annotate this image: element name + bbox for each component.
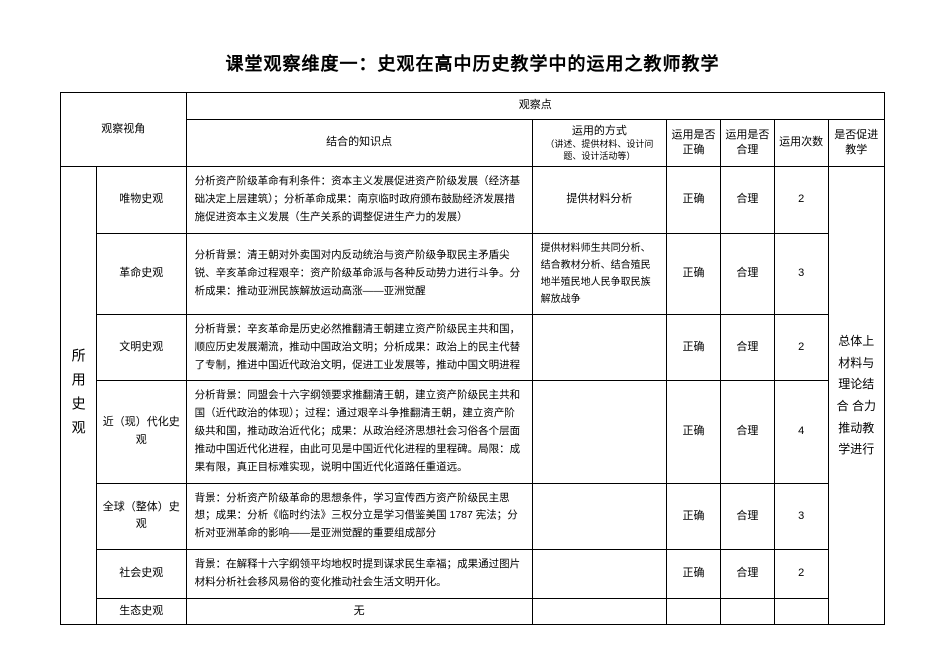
row-reasonable: 合理 bbox=[720, 233, 774, 314]
header-method: 运用的方式 （讲述、提供材料、设计问题、设计活动等） bbox=[532, 119, 667, 167]
row-count: 2 bbox=[774, 314, 828, 381]
row-method bbox=[532, 550, 667, 599]
row-label: 生态史观 bbox=[96, 598, 186, 625]
row-content: 分析背景：辛亥革命是历史必然推翻清王朝建立资产阶级民主共和国，顺应历史发展潮流，… bbox=[186, 314, 532, 381]
row-correct: 正确 bbox=[667, 233, 721, 314]
row-correct: 正确 bbox=[667, 550, 721, 599]
header-reasonable: 运用是否合理 bbox=[720, 119, 774, 167]
row-reasonable: 合理 bbox=[720, 550, 774, 599]
row-count: 2 bbox=[774, 550, 828, 599]
page-title: 课堂观察维度一：史观在高中历史教学中的运用之教师教学 bbox=[60, 50, 885, 76]
header-perspective: 观察视角 bbox=[61, 93, 187, 167]
row-reasonable bbox=[720, 598, 774, 625]
row-content: 背景：在解释十六字纲领平均地权时提到谋求民生幸福；成果通过图片材料分析社会移风易… bbox=[186, 550, 532, 599]
row-content: 背景：分析资产阶级革命的思想条件，学习宣传西方资产阶级民主思想；成果：分析《临时… bbox=[186, 483, 532, 550]
header-point: 观察点 bbox=[186, 93, 884, 120]
row-correct: 正确 bbox=[667, 381, 721, 483]
row-count bbox=[774, 598, 828, 625]
row-content: 无 bbox=[186, 598, 532, 625]
table-row: 文明史观 分析背景：辛亥革命是历史必然推翻清王朝建立资产阶级民主共和国，顺应历史… bbox=[61, 314, 885, 381]
table-row: 近（现）代化史观 分析背景：同盟会十六字纲领要求推翻清王朝，建立资产阶级民主共和… bbox=[61, 381, 885, 483]
row-label: 近（现）代化史观 bbox=[96, 381, 186, 483]
row-method bbox=[532, 483, 667, 550]
header-knowledge: 结合的知识点 bbox=[186, 119, 532, 167]
table-row: 生态史观 无 bbox=[61, 598, 885, 625]
header-row-1: 观察视角 观察点 bbox=[61, 93, 885, 120]
row-method bbox=[532, 598, 667, 625]
summary-cell: 总体上材料与理论结合 合力推动教学进行 bbox=[828, 167, 884, 625]
row-count: 3 bbox=[774, 483, 828, 550]
row-content: 分析背景：同盟会十六字纲领要求推翻清王朝，建立资产阶级民主共和国（近代政治的体现… bbox=[186, 381, 532, 483]
row-label: 唯物史观 bbox=[96, 167, 186, 234]
row-reasonable: 合理 bbox=[720, 314, 774, 381]
row-method bbox=[532, 381, 667, 483]
table-row: 所用史观 唯物史观 分析资产阶级革命有利条件：资本主义发展促进资产阶级发展（经济… bbox=[61, 167, 885, 234]
row-method bbox=[532, 314, 667, 381]
sidebar-label: 所用史观 bbox=[61, 167, 97, 625]
row-count: 4 bbox=[774, 381, 828, 483]
row-correct: 正确 bbox=[667, 314, 721, 381]
row-label: 社会史观 bbox=[96, 550, 186, 599]
row-label: 革命史观 bbox=[96, 233, 186, 314]
observation-table: 观察视角 观察点 结合的知识点 运用的方式 （讲述、提供材料、设计问题、设计活动… bbox=[60, 92, 885, 625]
table-row: 革命史观 分析背景：清王朝对外卖国对内反动统治与资产阶级争取民主矛盾尖锐、辛亥革… bbox=[61, 233, 885, 314]
row-reasonable: 合理 bbox=[720, 381, 774, 483]
row-reasonable: 合理 bbox=[720, 483, 774, 550]
header-correct: 运用是否正确 bbox=[667, 119, 721, 167]
header-promote: 是否促进教学 bbox=[828, 119, 884, 167]
header-count: 运用次数 bbox=[774, 119, 828, 167]
row-reasonable: 合理 bbox=[720, 167, 774, 234]
row-content: 分析背景：清王朝对外卖国对内反动统治与资产阶级争取民主矛盾尖锐、辛亥革命过程艰辛… bbox=[186, 233, 532, 314]
table-row: 全球（整体）史观 背景：分析资产阶级革命的思想条件，学习宣传西方资产阶级民主思想… bbox=[61, 483, 885, 550]
row-label: 全球（整体）史观 bbox=[96, 483, 186, 550]
row-correct: 正确 bbox=[667, 167, 721, 234]
row-correct: 正确 bbox=[667, 483, 721, 550]
row-method: 提供材料师生共同分析、结合教材分析、结合殖民地半殖民地人民争取民族解放战争 bbox=[532, 233, 667, 314]
table-row: 社会史观 背景：在解释十六字纲领平均地权时提到谋求民生幸福；成果通过图片材料分析… bbox=[61, 550, 885, 599]
row-label: 文明史观 bbox=[96, 314, 186, 381]
row-content: 分析资产阶级革命有利条件：资本主义发展促进资产阶级发展（经济基础决定上层建筑）；… bbox=[186, 167, 532, 234]
row-count: 2 bbox=[774, 167, 828, 234]
row-correct bbox=[667, 598, 721, 625]
row-count: 3 bbox=[774, 233, 828, 314]
row-method: 提供材料分析 bbox=[532, 167, 667, 234]
